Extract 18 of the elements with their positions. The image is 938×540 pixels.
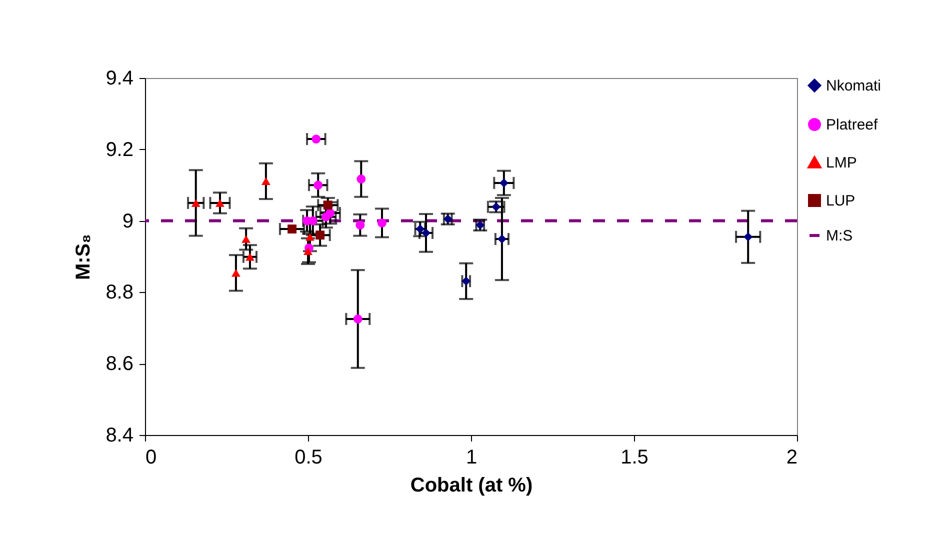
legend-label: LUP: [826, 192, 856, 210]
x-tick-label: 1.5: [620, 446, 648, 468]
x-tick-label: 0.5: [294, 446, 322, 468]
legend-label: LMP: [826, 154, 857, 172]
y-tick-label: 8.4: [106, 424, 134, 446]
legend-label: Platreef: [826, 116, 879, 134]
y-tick-label: 8.6: [106, 353, 134, 376]
y-tick-label: 9.4: [106, 68, 134, 90]
y-tick-label: 8.8: [106, 282, 134, 304]
y-axis-title: M:S₈: [72, 234, 95, 280]
y-tick-label: 9: [122, 210, 134, 232]
x-axis-title: Cobalt (at %): [410, 474, 533, 496]
x-tick-label: 2: [786, 446, 798, 468]
legend-label: M:S: [826, 228, 853, 244]
x-tick-label: 0: [146, 446, 157, 468]
legend-label: Nkomati: [826, 78, 882, 94]
x-tick-label: 1: [466, 446, 478, 468]
y-tick-label: 9.2: [106, 138, 134, 161]
